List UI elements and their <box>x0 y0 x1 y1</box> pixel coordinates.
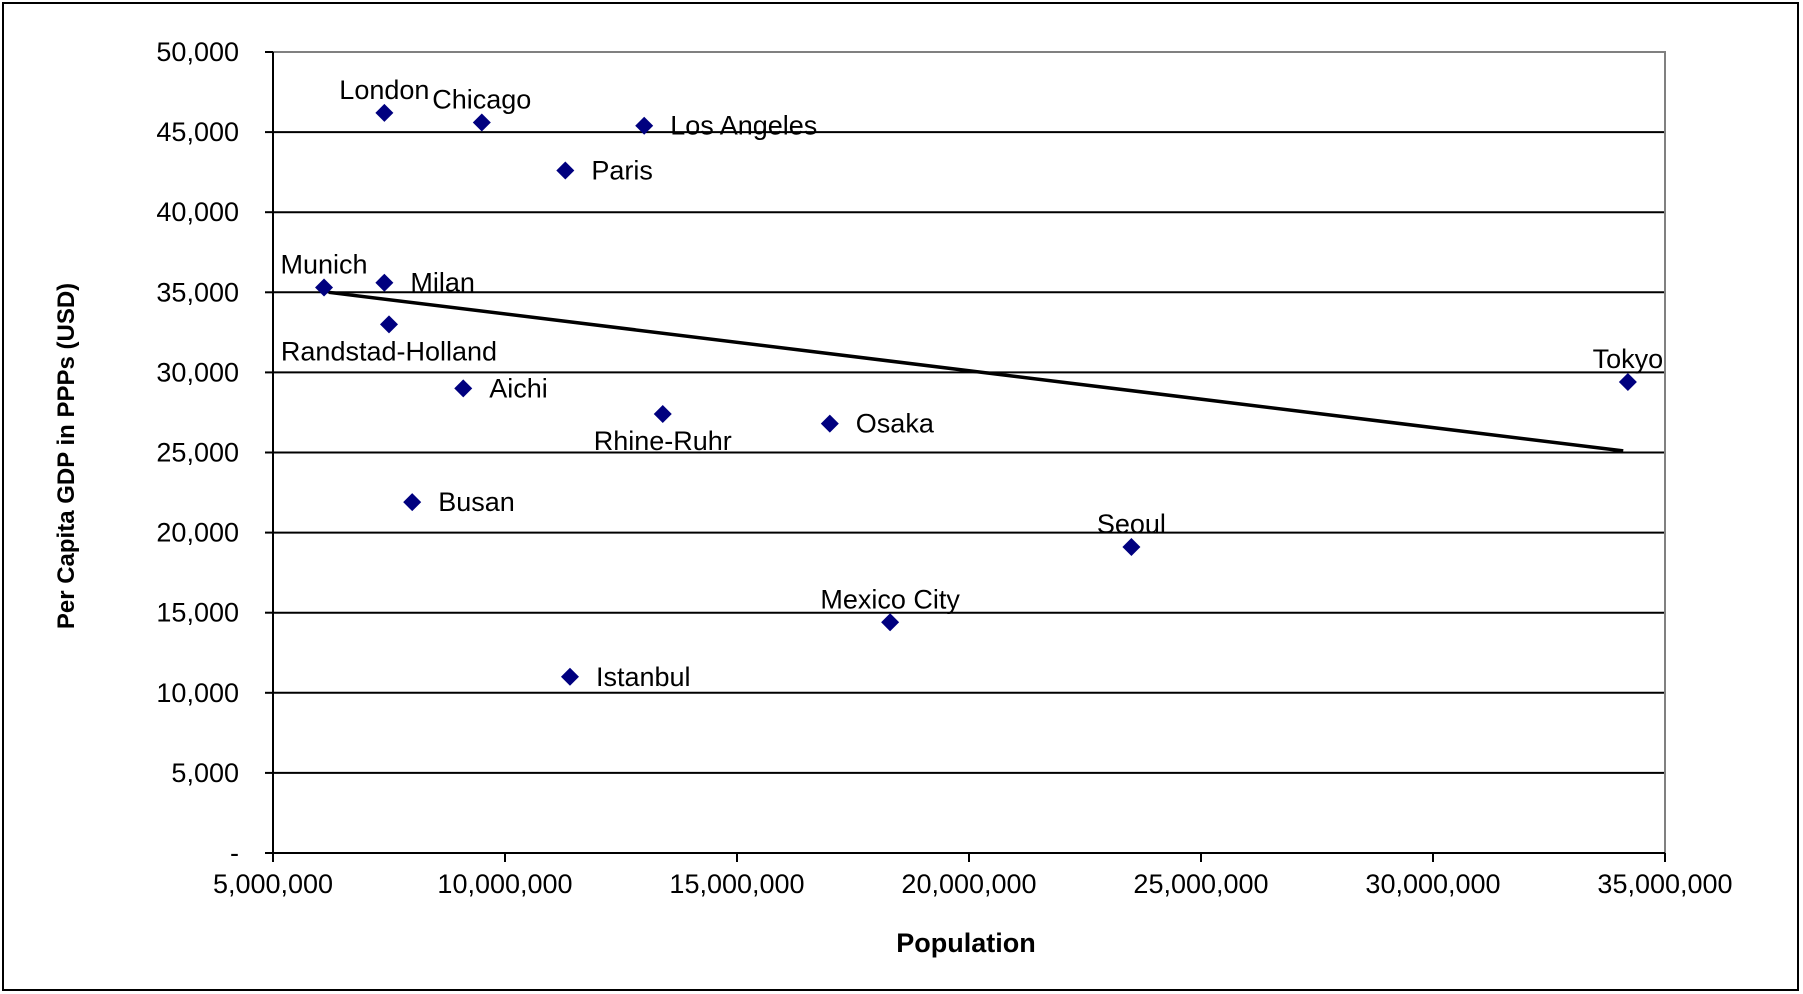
data-point-milan <box>375 273 394 292</box>
data-point-aichi <box>454 379 473 398</box>
data-label: Chicago <box>432 84 531 114</box>
data-point-seoul <box>1122 538 1141 557</box>
y-tick-label: 45,000 <box>156 117 239 147</box>
y-tick-label: 10,000 <box>156 678 239 708</box>
y-tick-label: 35,000 <box>156 277 239 307</box>
x-tick-labels: 5,000,000 10,000,000 15,000,000 20,000,000 2… <box>213 869 1733 899</box>
data-label: Paris <box>591 156 653 186</box>
y-axis-title: Per Capita GDP in PPPs (USD) <box>53 283 80 629</box>
data-label: Istanbul <box>596 662 691 692</box>
trendline <box>328 290 1624 453</box>
y-tick-label: 15,000 <box>156 598 239 628</box>
data-label: Aichi <box>489 373 548 403</box>
data-point-paris <box>556 161 575 180</box>
axes <box>265 51 1666 862</box>
y-tick-label: 25,000 <box>156 438 239 468</box>
data-label: Seoul <box>1097 509 1166 539</box>
data-point-tokyo <box>1618 373 1637 392</box>
data-point-osaka <box>820 414 839 433</box>
data-points <box>315 103 1637 686</box>
trendline-group <box>328 290 1624 453</box>
data-label: London <box>339 75 429 105</box>
x-tick-label: 25,000,000 <box>1133 869 1268 899</box>
data-point-munich <box>315 278 334 297</box>
y-tick-label: 20,000 <box>156 518 239 548</box>
x-tick-label: 35,000,000 <box>1597 869 1732 899</box>
y-tick-label: 5,000 <box>171 758 239 788</box>
x-tick-label: 30,000,000 <box>1365 869 1500 899</box>
x-tick-label: 10,000,000 <box>437 869 572 899</box>
data-point-chicago <box>472 113 491 132</box>
x-tick-label: 15,000,000 <box>669 869 804 899</box>
data-label: Milan <box>410 268 475 298</box>
y-tick-label: 30,000 <box>156 357 239 387</box>
data-label: Munich <box>281 249 368 279</box>
data-point-istanbul <box>560 667 579 686</box>
data-label: Osaka <box>856 409 935 439</box>
data-labels: London Chicago Los Angeles Paris Munich Milan… <box>281 75 1664 692</box>
data-label: Tokyo <box>1593 344 1664 374</box>
data-point-los-angeles <box>635 116 654 135</box>
y-tick-labels: - 5,000 10,000 15,000 20,000 25,000 30,000 35,0… <box>156 37 239 868</box>
x-tick-label: 5,000,000 <box>213 869 333 899</box>
data-label: Busan <box>438 487 515 517</box>
data-label: Randstad-Holland <box>281 336 497 366</box>
data-point-rhine-ruhr <box>653 405 672 424</box>
data-point-london <box>375 103 394 122</box>
y-tick-label: 40,000 <box>156 197 239 227</box>
gridlines <box>273 131 1665 774</box>
x-axis-title: Population <box>896 928 1035 958</box>
x-tick-label: 20,000,000 <box>901 869 1036 899</box>
data-point-busan <box>403 493 422 512</box>
data-point-randstad-holland <box>380 315 398 334</box>
y-tick-label: 50,000 <box>156 37 239 67</box>
data-label: Mexico City <box>820 584 960 614</box>
data-label: Los Angeles <box>670 111 817 141</box>
y-tick-label: - <box>230 838 239 868</box>
data-label: Rhine-Ruhr <box>594 426 732 456</box>
data-point-mexico-city <box>881 613 900 632</box>
